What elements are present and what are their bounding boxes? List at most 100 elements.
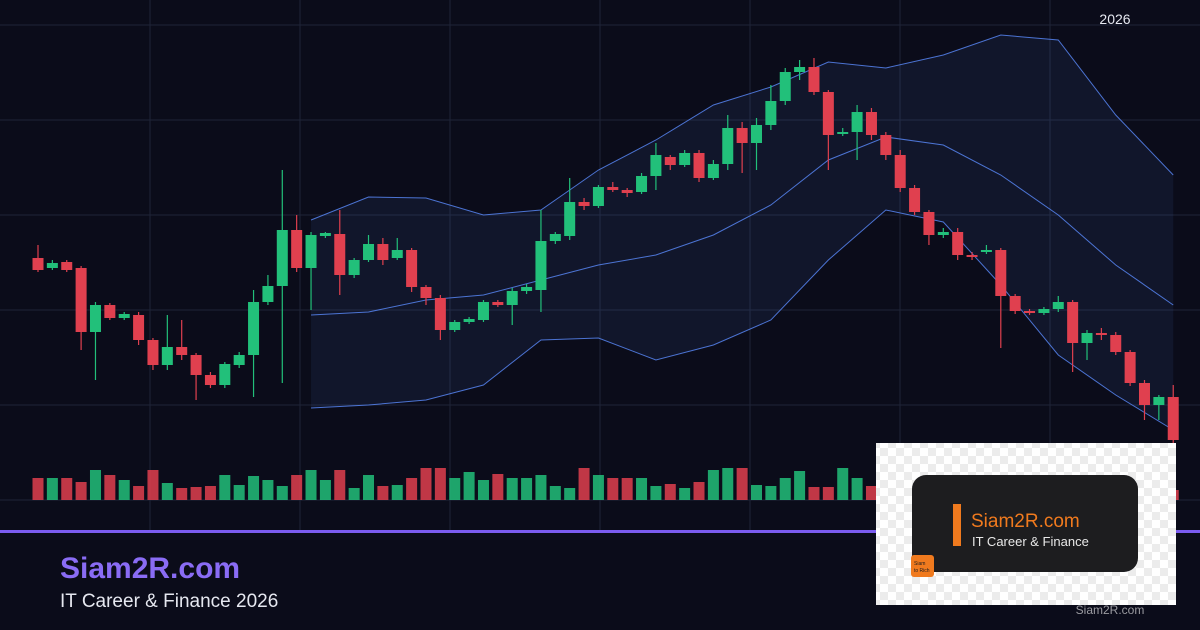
volume-bar [707, 470, 719, 500]
candle-body [578, 202, 590, 206]
candle-body [391, 250, 403, 258]
volume-bar [865, 486, 877, 500]
candle-body [147, 340, 159, 365]
candle-body [1024, 311, 1036, 313]
volume-bar [521, 478, 533, 500]
candle-body [233, 355, 245, 365]
candle-body [1110, 335, 1122, 352]
candle-body [592, 187, 604, 206]
volume-bar [722, 468, 734, 500]
year-label: 2026 [1099, 11, 1130, 27]
volume-bar [794, 471, 806, 500]
volume-bar [305, 470, 317, 500]
band-middle [311, 136, 1174, 316]
candle-body [995, 250, 1007, 296]
candle-body [477, 302, 489, 320]
volume-bar [377, 486, 389, 500]
candle-body [736, 128, 748, 143]
candle-body [1138, 383, 1150, 405]
volume-bar [837, 468, 849, 500]
candle-body [980, 250, 992, 252]
candle-body [133, 315, 145, 340]
candle-body [1009, 296, 1021, 311]
candle-body [305, 235, 317, 268]
candle-body [348, 260, 360, 275]
candle-body [319, 233, 331, 236]
volume-bar [348, 488, 360, 500]
candle-body [1038, 309, 1050, 313]
volume-bar [808, 487, 820, 500]
candle-body [607, 187, 619, 190]
logo-icon-top: Siam [914, 561, 925, 567]
volume-bar [75, 482, 87, 500]
candle-body [894, 155, 906, 188]
candle-body [693, 153, 705, 178]
volume-bar [449, 478, 461, 500]
volume-bar [592, 475, 604, 500]
candle-body [262, 286, 274, 302]
candle-body [61, 262, 73, 270]
candle-body [923, 212, 935, 235]
volume-bar [276, 486, 288, 500]
candle-body [32, 258, 44, 270]
volume-bar [334, 470, 346, 500]
candle-body [636, 176, 648, 192]
volume-bar [822, 487, 834, 500]
candle-body [808, 67, 820, 92]
candle-body [420, 287, 432, 298]
volume-bar [204, 486, 216, 500]
volume-bar [607, 478, 619, 500]
candle-body [679, 153, 691, 165]
volume-bar [46, 478, 58, 500]
volume-bar [147, 470, 159, 500]
volume-bar [248, 476, 260, 500]
band-upper [310, 34, 1174, 221]
logo-subtitle: IT Career & Finance [972, 534, 1089, 549]
volume-bar [406, 478, 418, 500]
volume-bar [219, 475, 231, 500]
candle-body [377, 244, 389, 260]
volume-bar [420, 468, 432, 500]
candle-body [794, 67, 806, 72]
candle-body [664, 157, 676, 165]
candle-body [406, 250, 418, 287]
volume-bar [363, 475, 375, 500]
volume-bar [851, 478, 863, 500]
volume-bar [693, 482, 705, 500]
candle-body [190, 355, 202, 375]
candle-body [89, 305, 101, 332]
candle-body [276, 230, 288, 286]
candle-body [621, 190, 633, 193]
volume-bar [650, 486, 662, 500]
logo-icon-bottom: to Rich [914, 568, 930, 574]
candle-body [650, 155, 662, 176]
candle-body [204, 375, 216, 385]
candle-body [492, 302, 504, 305]
candle-body [779, 72, 791, 101]
candle-body [363, 244, 375, 260]
volume-bar [636, 478, 648, 500]
candle-body [1153, 397, 1165, 405]
candle-body [463, 319, 475, 322]
volume-bar [291, 475, 303, 500]
candle-body [104, 305, 116, 318]
volume-bar [133, 486, 145, 500]
volume-bar [549, 486, 561, 500]
candle-body [334, 234, 346, 275]
candle-body [1052, 302, 1064, 309]
volume-bar [492, 474, 504, 500]
volume-bar [736, 468, 748, 500]
candle-body [506, 291, 518, 305]
candle-body [822, 92, 834, 135]
candle-body [46, 263, 58, 268]
band-lower [311, 209, 1174, 431]
divider [0, 530, 1200, 533]
candle-body [535, 241, 547, 290]
volume-bar [664, 484, 676, 500]
candle-body [1095, 333, 1107, 335]
volume-bar [434, 468, 446, 500]
candle-body [765, 101, 777, 125]
logo-card [912, 475, 1138, 572]
candle-body [118, 314, 130, 318]
